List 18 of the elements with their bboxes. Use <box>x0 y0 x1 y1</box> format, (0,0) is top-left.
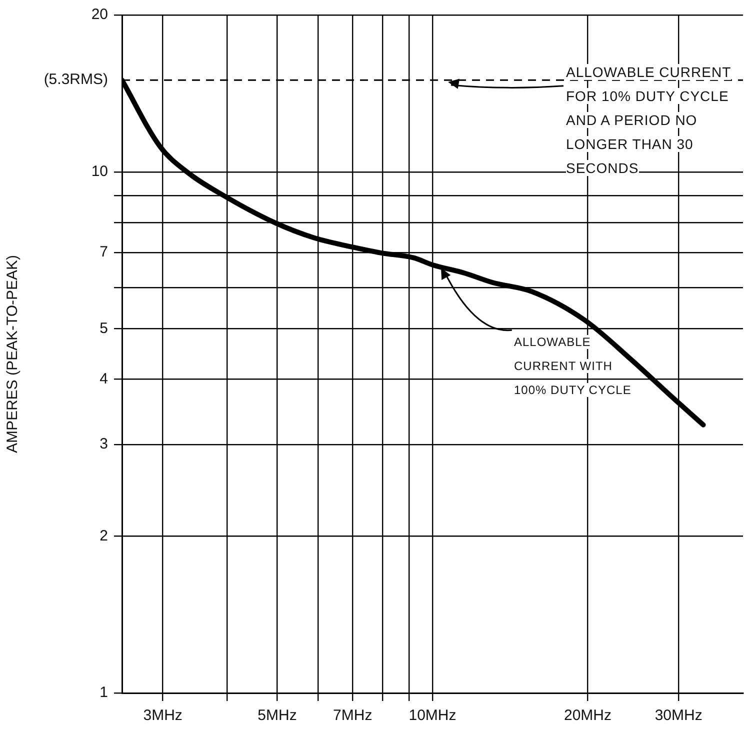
ref-line-label: (5.3RMS) <box>44 71 108 88</box>
annotation: ALLOWABLE CURRENT WITH 100% DUTY CYCLE <box>514 335 632 397</box>
x-tick-label: 30MHz <box>654 707 702 724</box>
y-tick-label: 1 <box>100 684 108 702</box>
y-tick-label: 10 <box>91 163 108 180</box>
y-tick-label: 2 <box>100 527 108 544</box>
y-tick-label: 20 <box>91 6 108 24</box>
y-tick-label: 3 <box>100 436 108 452</box>
x-tick-label: 5MHz <box>258 707 297 724</box>
x-tick-label: 7MHz <box>333 707 372 724</box>
x-tick-label: 20MHz <box>564 707 612 724</box>
y-tick-label: 7 <box>100 244 108 261</box>
x-tick-label: 3MHz <box>143 707 182 724</box>
y-tick-label: 4 <box>100 370 108 388</box>
x-tick-label: 10MHz <box>408 707 456 724</box>
y-axis-title: AMPERES (PEAK-TO-PEAK) <box>4 254 22 454</box>
annotation: ALLOWABLE CURRENT FOR 10% DUTY CYCLE AND A PERIOD NO LONGER THAN 30 SECONDS <box>566 64 732 176</box>
y-tick-label: 5 <box>100 320 108 337</box>
